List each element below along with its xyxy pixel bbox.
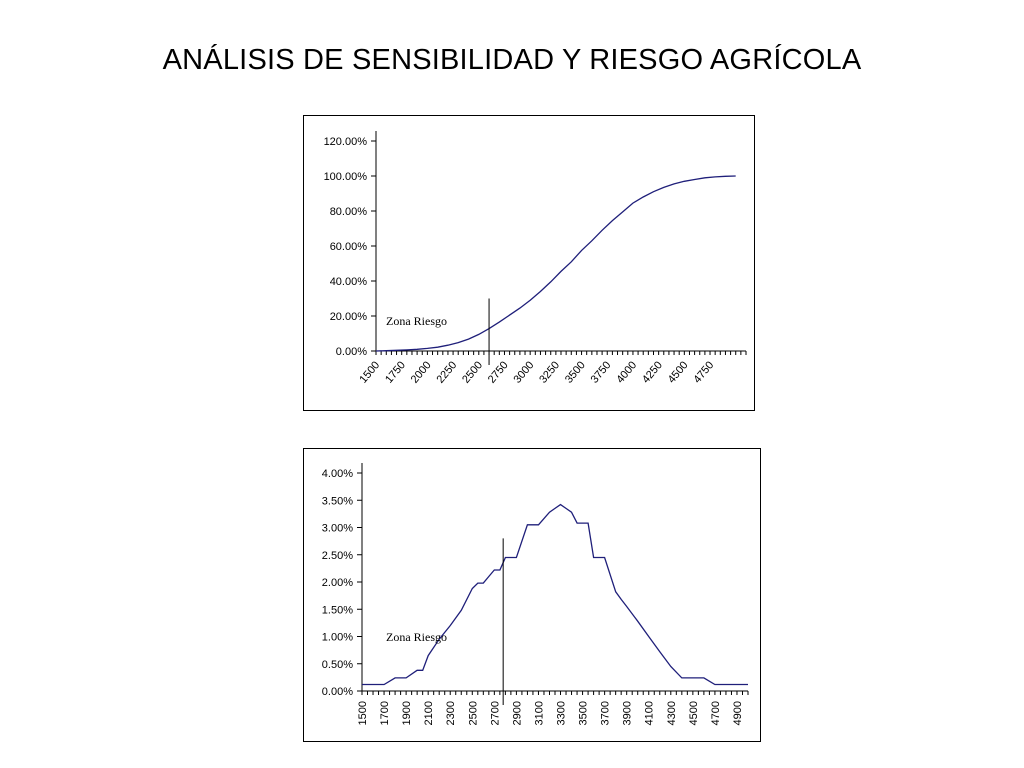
- pdf-series-line: [362, 503, 748, 686]
- pdf-y-tick-label: 3.50%: [322, 495, 353, 507]
- pdf-y-tick-label: 4.00%: [322, 468, 353, 480]
- frequency-chart-frame: 0.00% 0.50% 1.00% 1.50% 2.00% 2.50% 3.00% 3.50%…: [303, 448, 761, 742]
- pdf-y-tick-label: 1.50%: [322, 604, 353, 616]
- pdf-y-tick-label: 2.50%: [322, 550, 353, 562]
- pdf-y-tick-label: 0.00%: [322, 686, 353, 698]
- cdf-x-tick-label: 3750: [589, 359, 614, 385]
- pdf-x-tick-label: 1500: [357, 701, 369, 725]
- cdf-x-tick-label: 4000: [614, 359, 639, 385]
- cdf-y-tick-label: 120.00%: [324, 136, 368, 148]
- pdf-x-tick-label: 2700: [489, 701, 501, 725]
- cdf-x-tick-label: 3250: [537, 359, 562, 385]
- pdf-x-tick-label: 4100: [644, 701, 656, 725]
- cumulative-chart-frame: 0.00% 20.00% 40.00% 60.00% 80.00% 100.00% 120.…: [303, 115, 755, 411]
- pdf-x-tick-label: 4900: [732, 701, 744, 725]
- pdf-y-tick-label: 2.00%: [322, 577, 353, 589]
- pdf-x-tick-label: 2100: [423, 701, 435, 725]
- pdf-x-tick-label: 3500: [578, 701, 590, 725]
- cdf-y-tick-label: 80.00%: [330, 206, 368, 218]
- pdf-x-tick-label: 1900: [401, 701, 413, 725]
- cdf-y-tick-label: 60.00%: [330, 241, 368, 253]
- pdf-x-tick-label: 3900: [622, 701, 634, 725]
- cdf-y-tick-label: 40.00%: [330, 276, 368, 288]
- cdf-risk-zone-label: Zona Riesgo: [386, 314, 447, 328]
- pdf-y-tick-label: 0.50%: [322, 659, 353, 671]
- cdf-x-tick-label: 4250: [640, 359, 665, 385]
- cdf-x-tick-label: 3000: [512, 359, 537, 385]
- cdf-x-tick-label: 4500: [666, 359, 691, 385]
- pdf-x-tick-label: 3100: [533, 701, 545, 725]
- pdf-x-tick-label: 4500: [688, 701, 700, 725]
- pdf-y-tick-label: 3.00%: [322, 523, 353, 535]
- slide-title: ANÁLISIS DE SENSIBILIDAD Y RIESGO AGRÍCO…: [162, 44, 862, 76]
- cdf-x-tick-label: 2000: [409, 359, 434, 385]
- pdf-x-tick-label: 2500: [467, 701, 479, 725]
- pdf-x-tick-label: 4300: [666, 701, 678, 725]
- cdf-x-tick-label: 2250: [434, 359, 459, 385]
- cdf-x-tick-label: 1500: [357, 359, 382, 385]
- pdf-x-tick-label: 2300: [445, 701, 457, 725]
- pdf-x-tick-label: 2900: [511, 701, 523, 725]
- pdf-x-tick-label: 3700: [600, 701, 612, 725]
- cdf-x-tick-label: 4750: [691, 359, 716, 385]
- pdf-risk-zone-label: Zona Riesgo: [386, 630, 447, 644]
- cdf-y-tick-label: 0.00%: [336, 346, 367, 358]
- pdf-x-tick-label: 3300: [556, 701, 568, 725]
- cdf-series-line: [375, 175, 736, 352]
- pdf-y-tick-label: 1.00%: [322, 632, 353, 644]
- cdf-x-tick-label: 1750: [383, 359, 408, 385]
- cdf-y-tick-label: 20.00%: [330, 311, 368, 323]
- cdf-x-tick-label: 2500: [460, 359, 485, 385]
- pdf-x-tick-label: 4700: [710, 701, 722, 725]
- frequency-chart: 0.00% 0.50% 1.00% 1.50% 2.00% 2.50% 3.00% 3.50%…: [322, 463, 749, 725]
- cdf-y-tick-label: 100.00%: [324, 171, 368, 183]
- cdf-x-tick-label: 2750: [486, 359, 511, 385]
- cdf-x-tick-label: 3500: [563, 359, 588, 385]
- cumulative-chart: 0.00% 20.00% 40.00% 60.00% 80.00% 100.00% 120.…: [324, 131, 747, 386]
- pdf-x-tick-label: 1700: [379, 701, 391, 725]
